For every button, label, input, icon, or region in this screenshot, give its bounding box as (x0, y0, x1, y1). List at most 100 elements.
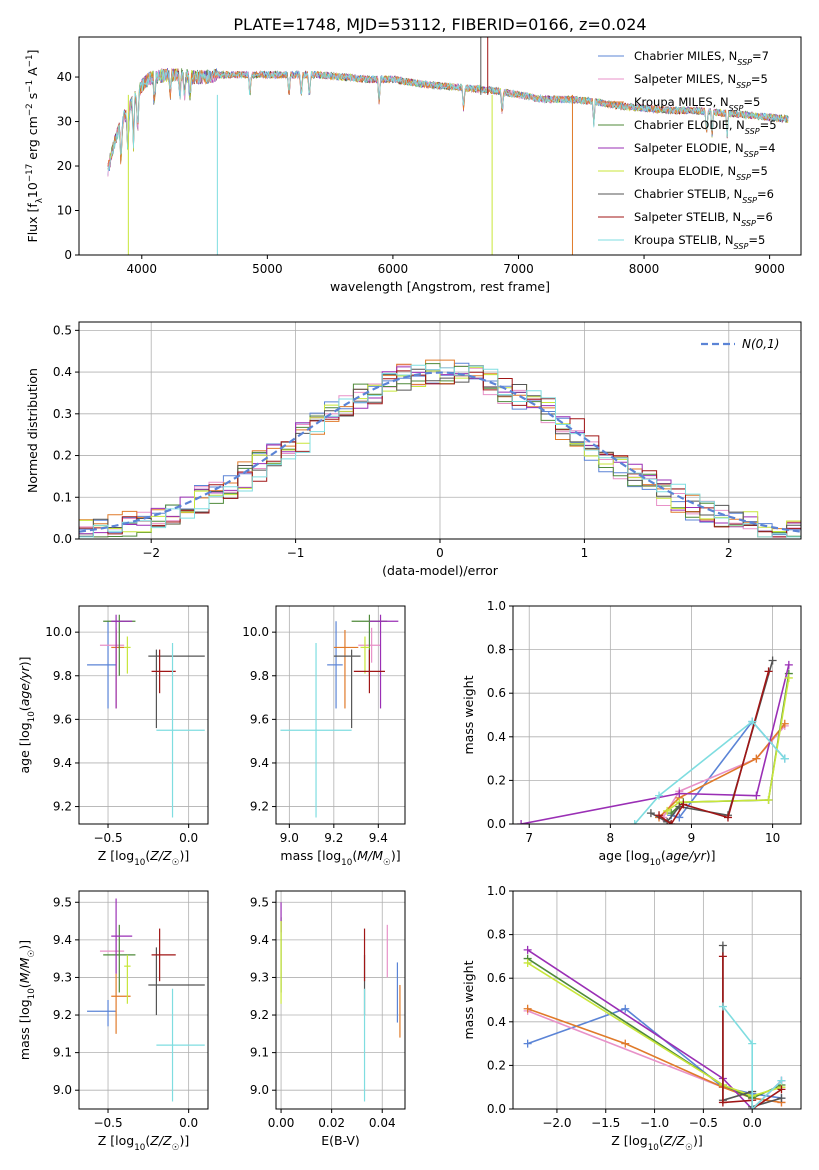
age_weight-ytick-label-3: 0.6 (487, 686, 506, 700)
legend-eq-chab_elodie: =5 (760, 118, 777, 132)
legend-sub-salp_elodie: SSP (744, 150, 759, 159)
z_mass-xlabel-part-1: 10 (134, 1143, 145, 1153)
z_weight-xlabel-part-2: ( (659, 1133, 664, 1148)
mass_age-point-krou_elodie (360, 636, 370, 674)
z_weight-marker-salp_stelib-4 (777, 1085, 786, 1094)
spectrum-xtick-label-0: 4000 (127, 262, 158, 276)
residuals-ytick-label-5: 0.5 (53, 323, 72, 337)
z_weight-xlabel-part-1: 10 (648, 1143, 659, 1153)
residuals-xtick-label-0: −2 (142, 546, 160, 560)
z_mass-ylabel-part-4: ☉ (27, 950, 37, 958)
z_age-ylabel: age [log10(age/yr)] (17, 656, 37, 773)
age_weight-marker-krou_miles-3 (780, 719, 789, 728)
z_age-point-krou_miles (111, 629, 125, 709)
z_mass-ylabel-part-5: )] (17, 940, 32, 950)
age_weight-line-chab_miles (670, 720, 786, 819)
legend-sub-chab_miles: SSP (737, 58, 752, 67)
z_age-ytick-label-1: 9.4 (53, 756, 72, 770)
z_age-frame-group: −0.5 0.09.29.49.69.810.0Z [log10(Z/Z☉)]ag… (17, 605, 209, 868)
age_weight-line-salp_elodie (520, 664, 790, 824)
z_weight-xtick-label-1: −1.5 (591, 1116, 620, 1130)
mass_age-ytick-label-3: 9.8 (250, 669, 269, 683)
spectrum-ytick-label-3: 30 (57, 115, 72, 129)
age_weight-marker-salp_stelib-3 (723, 813, 732, 822)
ebv_mass-ytick-label-0: 9.0 (250, 1083, 269, 1097)
age_weight-marker-salp_elodie-0 (517, 820, 526, 824)
z_age-ytick-label-3: 9.8 (53, 669, 72, 683)
mass_age-ytick-label-2: 9.6 (250, 712, 269, 726)
z_weight-frame (512, 890, 802, 1110)
legend-name-chab_miles: Chabrier MILES, N (634, 49, 737, 63)
z_mass-point-krou_stelib (156, 988, 205, 1102)
legend-label-krou_stelib: Kroupa STELIB, NSSP=5 (634, 233, 765, 251)
legend-name-chab_elodie: Chabrier ELODIE, N (634, 118, 745, 132)
z_weight-marker-krou_elodie-0 (523, 958, 532, 967)
z_mass-frame-group: −0.5 0.09.09.19.29.39.49.5Z [log10(Z/Z☉)]… (17, 890, 209, 1153)
mass_age-xlabel-part-2: ( (352, 848, 357, 863)
spectrum-ytick-label-0: 0 (64, 248, 72, 262)
age_weight-line-krou_elodie (666, 677, 790, 812)
age_weight-marker-salp_elodie-3 (784, 660, 793, 669)
legend-sub-chab_elodie: SSP (745, 127, 760, 136)
z_weight-line-krou_stelib (722, 1006, 783, 1109)
age_weight-marker-salp_stelib-4 (764, 667, 773, 676)
z_weight-marker-krou_stelib-0 (718, 1002, 727, 1011)
age_weight-ylabel: mass weight (461, 675, 476, 754)
spectrum-xtick-label-4: 8000 (629, 262, 660, 276)
spectrum-ylabel-part-2: 10 (25, 182, 40, 198)
spectrum-ylabel: Flux [fλ10−17 erg cm−2 s−1 A−1] (25, 50, 45, 243)
legend-name-krou_stelib: Kroupa STELIB, N (634, 233, 734, 247)
z_mass-xlabel-part-4: ☉ (172, 1143, 180, 1153)
age_weight-xtick-label-2: 9 (688, 831, 696, 845)
mass_age-ytick-label-1: 9.4 (250, 756, 269, 770)
charts-layer: 4000 5000 6000 7000 8000 9000010203040wavelen… (17, 36, 802, 1153)
legend-label-salp_elodie: Salpeter ELODIE, NSSP=4 (634, 141, 775, 159)
residuals-frame-group: −2 −1 0 1 2 0.0 0.1 0.2 0.3 0.4 0.5 (data-model)/er… (25, 321, 802, 578)
z_age-point-chab_stelib (148, 649, 205, 729)
age_weight-ytick-label-1: 0.2 (487, 773, 506, 787)
z_mass-ytick-label-4: 9.4 (53, 933, 72, 947)
z_age-ylabel-part-4: )] (17, 656, 32, 666)
z_mass-ytick-label-1: 9.1 (53, 1046, 72, 1060)
z_weight-xlabel-part-4: ☉ (685, 1143, 693, 1153)
z_weight-xtick-label-0: −2.0 (542, 1116, 571, 1130)
z_age-ylabel-part-0: age [log (17, 722, 32, 773)
mass_age-point-chab_miles (327, 621, 343, 709)
z_age-point-chab_miles (87, 621, 117, 709)
z_age-xlabel-part-0: Z [log (98, 848, 134, 863)
ebv_mass-ytick-label-5: 9.5 (250, 895, 269, 909)
legend-label-chab_elodie: Chabrier ELODIE, NSSP=5 (634, 118, 777, 136)
mass_age-xlabel-part-4: ☉ (383, 858, 391, 868)
z_weight-ytick-label-4: 0.8 (487, 928, 506, 942)
residuals-xtick-label-2: 0 (436, 546, 444, 560)
z_weight-marker-chab_stelib-4 (777, 1094, 786, 1103)
spectrum-ylabel-part-8: A (25, 67, 40, 80)
legend-label-salp_stelib: Salpeter STELIB, NSSP=6 (634, 210, 773, 228)
figure-title: PLATE=1748, MJD=53112, FIBERID=0166, z=0… (233, 15, 646, 34)
z_age-ylabel-part-2: ( (17, 706, 32, 711)
mass_age-xlabel-part-1: 10 (341, 858, 352, 868)
z_mass-xtick-label-0: −0.5 (93, 1116, 122, 1130)
ebv_mass-frame (275, 890, 406, 1110)
z_weight-marker-salp_elodie-0 (523, 945, 532, 954)
spectrum-xtick-label-2: 6000 (378, 262, 409, 276)
z_weight-ytick-label-0: 0.0 (487, 1102, 506, 1116)
ebv_mass-ytick-label-2: 9.2 (250, 1008, 269, 1022)
age_weight-marker-salp_stelib-1 (667, 820, 676, 824)
z_mass-point-krou_elodie (124, 954, 131, 1004)
spectrum-xtick-label-1: 5000 (252, 262, 283, 276)
mass_age-xtick-label-1: 9.2 (324, 831, 343, 845)
spectrum-ylabel-part-1: λ (35, 198, 45, 203)
age_weight-xtick-label-1: 8 (607, 831, 615, 845)
z_age-point-salp_miles (99, 627, 125, 663)
z_age-xlabel-part-4: ☉ (172, 858, 180, 868)
legend-name-krou_elodie: Kroupa ELODIE, N (634, 164, 736, 178)
residuals-ytick-label-2: 0.2 (53, 449, 72, 463)
normal-legend-label: N(0,1) (742, 337, 779, 351)
residuals-ylabel: Normed distribution (25, 368, 40, 493)
mass_age-plot (280, 614, 399, 818)
z_age-xlabel-part-3: Z/Z (149, 848, 172, 863)
z_weight-ytick-label-1: 0.2 (487, 1058, 506, 1072)
